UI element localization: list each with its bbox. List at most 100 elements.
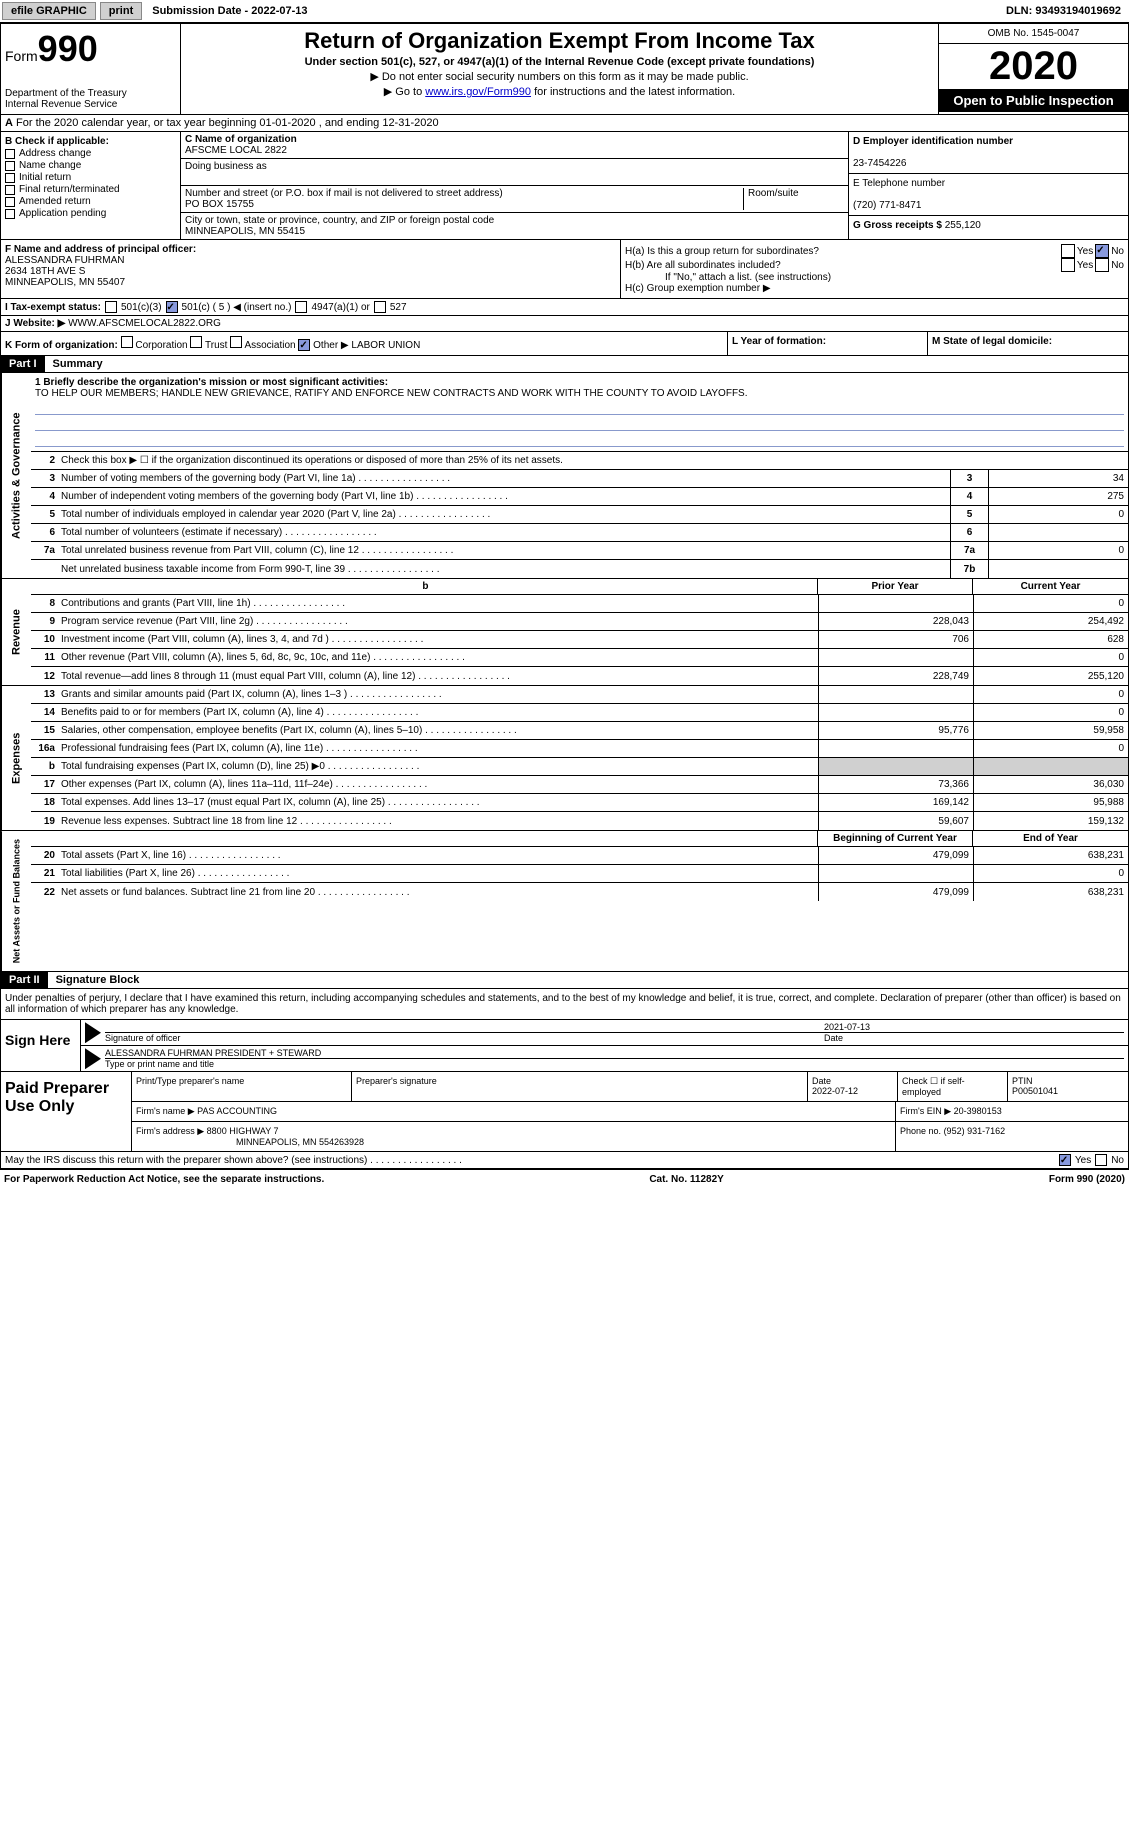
part-2-header: Part IISignature Block <box>0 972 1129 989</box>
527-checkbox[interactable] <box>374 301 386 313</box>
501c3-checkbox[interactable] <box>105 301 117 313</box>
summary-line: 11Other revenue (Part VIII, column (A), … <box>31 649 1128 667</box>
checkbox-item[interactable]: Final return/terminated <box>5 184 176 195</box>
discuss-no-checkbox[interactable] <box>1095 1154 1107 1166</box>
discuss-yes-checkbox[interactable] <box>1059 1154 1071 1166</box>
4947-checkbox[interactable] <box>295 301 307 313</box>
officer-name-title: ALESSANDRA FUHRMAN PRESIDENT + STEWARD <box>105 1048 1124 1058</box>
declaration-text: Under penalties of perjury, I declare th… <box>1 989 1128 1020</box>
mission-text: TO HELP OUR MEMBERS; HANDLE NEW GRIEVANC… <box>35 388 748 399</box>
footer-mid: Cat. No. 11282Y <box>649 1174 723 1185</box>
vtab-revenue: Revenue <box>1 579 31 685</box>
firm-address: 8800 HIGHWAY 7 <box>207 1126 279 1136</box>
summary-line: bTotal fundraising expenses (Part IX, co… <box>31 758 1128 776</box>
firm-ein: 20-3980153 <box>954 1106 1002 1116</box>
ptin: P00501041 <box>1012 1086 1058 1096</box>
gross-receipts: 255,120 <box>945 220 981 231</box>
summary-line: 9Program service revenue (Part VIII, lin… <box>31 613 1128 631</box>
hb-no-checkbox[interactable] <box>1095 258 1109 272</box>
summary-line: 17Other expenses (Part IX, column (A), l… <box>31 776 1128 794</box>
inspection-badge: Open to Public Inspection <box>939 89 1128 112</box>
arrow-icon <box>85 1048 101 1069</box>
vtab-governance: Activities & Governance <box>1 373 31 578</box>
top-bar: efile GRAPHIC print Submission Date - 20… <box>0 0 1129 23</box>
website: WWW.AFSCMELOCAL2822.ORG <box>68 318 221 329</box>
submission-date: Submission Date - 2022-07-13 <box>144 5 315 17</box>
box-h: H(a) Is this a group return for subordin… <box>621 240 1128 298</box>
summary-line: 3Number of voting members of the governi… <box>31 470 1128 488</box>
summary-line: 15Salaries, other compensation, employee… <box>31 722 1128 740</box>
irs-link[interactable]: www.irs.gov/Form990 <box>425 86 531 98</box>
org-address: PO BOX 15755 <box>185 199 254 210</box>
checkbox-item[interactable]: Address change <box>5 148 176 159</box>
form-subtitle: Under section 501(c), 527, or 4947(a)(1)… <box>185 56 934 68</box>
ha-no-checkbox[interactable] <box>1095 244 1109 258</box>
ein: 23-7454226 <box>853 158 906 169</box>
hb-yes-checkbox[interactable] <box>1061 258 1075 272</box>
discuss-row: May the IRS discuss this return with the… <box>0 1152 1129 1169</box>
summary-line: 18Total expenses. Add lines 13–17 (must … <box>31 794 1128 812</box>
print-button[interactable]: print <box>100 2 142 20</box>
mission-block: 1 Briefly describe the organization's mi… <box>31 373 1128 452</box>
efile-button[interactable]: efile GRAPHIC <box>2 2 96 20</box>
corp-checkbox[interactable] <box>121 336 133 348</box>
summary-line: 4Number of independent voting members of… <box>31 488 1128 506</box>
form-note-1: ▶ Do not enter social security numbers o… <box>185 70 934 83</box>
trust-checkbox[interactable] <box>190 336 202 348</box>
tax-year: 2020 <box>939 44 1128 89</box>
other-checkbox[interactable] <box>298 339 310 351</box>
checkbox-item[interactable]: Amended return <box>5 196 176 207</box>
part-1-governance: Activities & Governance 1 Briefly descri… <box>0 373 1129 579</box>
org-city: MINNEAPOLIS, MN 55415 <box>185 226 305 237</box>
section-f-h: F Name and address of principal officer:… <box>0 240 1129 299</box>
department: Department of the Treasury Internal Reve… <box>5 88 176 110</box>
box-c: C Name of organizationAFSCME LOCAL 2822 … <box>181 132 848 239</box>
summary-line: 19Revenue less expenses. Subtract line 1… <box>31 812 1128 830</box>
tax-period: A For the 2020 calendar year, or tax yea… <box>0 115 1129 132</box>
preparer-label: Paid Preparer Use Only <box>1 1072 131 1151</box>
summary-line: 21Total liabilities (Part X, line 26) 0 <box>31 865 1128 883</box>
vtab-expenses: Expenses <box>1 686 31 830</box>
assoc-checkbox[interactable] <box>230 336 242 348</box>
dln: DLN: 93493194019692 <box>1006 5 1129 17</box>
summary-line: 10Investment income (Part VIII, column (… <box>31 631 1128 649</box>
summary-line: 20Total assets (Part X, line 16) 479,099… <box>31 847 1128 865</box>
omb-number: OMB No. 1545-0047 <box>939 24 1128 44</box>
part-1-revenue: Revenue b Prior Year Current Year 8Contr… <box>0 579 1129 686</box>
501c-checkbox[interactable] <box>166 301 178 313</box>
box-f: F Name and address of principal officer:… <box>1 240 621 298</box>
officer-name: ALESSANDRA FUHRMAN <box>5 255 124 266</box>
box-d: D Employer identification number23-74542… <box>848 132 1128 239</box>
summary-line: 5Total number of individuals employed in… <box>31 506 1128 524</box>
summary-line: 16aProfessional fundraising fees (Part I… <box>31 740 1128 758</box>
box-b: B Check if applicable: Address changeNam… <box>1 132 181 239</box>
part-1-expenses: Expenses 13Grants and similar amounts pa… <box>0 686 1129 831</box>
form-number: Form990 <box>5 28 176 70</box>
line-2: 2Check this box ▶ ☐ if the organization … <box>31 452 1128 470</box>
row-k: K Form of organization: Corporation Trus… <box>0 332 1129 356</box>
arrow-icon <box>85 1022 101 1043</box>
summary-line: 14Benefits paid to or for members (Part … <box>31 704 1128 722</box>
sig-date: 2021-07-13 <box>824 1022 1124 1032</box>
section-b-c-d: B Check if applicable: Address changeNam… <box>0 132 1129 240</box>
footer-left: For Paperwork Reduction Act Notice, see … <box>4 1174 324 1185</box>
preparer-block: Paid Preparer Use Only Print/Type prepar… <box>0 1072 1129 1152</box>
part-1-netassets: Net Assets or Fund Balances Beginning of… <box>0 831 1129 972</box>
checkbox-item[interactable]: Application pending <box>5 208 176 219</box>
net-header: Beginning of Current Year End of Year <box>31 831 1128 847</box>
preparer-date: 2022-07-12 <box>812 1086 858 1096</box>
summary-line: 12Total revenue—add lines 8 through 11 (… <box>31 667 1128 685</box>
row-i: I Tax-exempt status: 501(c)(3) 501(c) ( … <box>0 299 1129 316</box>
checkbox-item[interactable]: Initial return <box>5 172 176 183</box>
checkbox-item[interactable]: Name change <box>5 160 176 171</box>
page-footer: For Paperwork Reduction Act Notice, see … <box>0 1169 1129 1189</box>
form-title: Return of Organization Exempt From Incom… <box>185 28 934 54</box>
org-name: AFSCME LOCAL 2822 <box>185 145 287 156</box>
summary-line: 7aTotal unrelated business revenue from … <box>31 542 1128 560</box>
ha-yes-checkbox[interactable] <box>1061 244 1075 258</box>
summary-line: 8Contributions and grants (Part VIII, li… <box>31 595 1128 613</box>
sign-here-label: Sign Here <box>1 1020 81 1071</box>
summary-line: 22Net assets or fund balances. Subtract … <box>31 883 1128 901</box>
firm-phone: (952) 931-7162 <box>944 1126 1006 1136</box>
form-note-2: ▶ Go to www.irs.gov/Form990 for instruct… <box>185 85 934 98</box>
